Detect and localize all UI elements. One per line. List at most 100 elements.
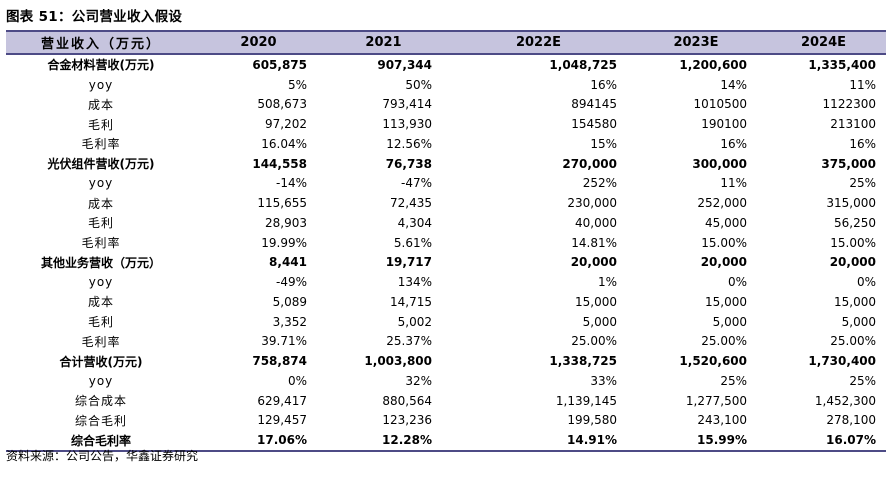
table-cell: 230,000 (567, 196, 617, 211)
row-label: 毛利 (87, 216, 114, 231)
table-row: yoy -14% -47% 252% 11% 25% (6, 174, 886, 194)
table-cell: 16% (720, 136, 747, 151)
row-label: yoy (88, 373, 114, 388)
table-cell: 123,236 (382, 413, 432, 428)
table-cell: 1,520,600 (679, 354, 747, 369)
table-cell: 793,414 (382, 97, 432, 112)
table-row: 毛利率 16.04% 12.56% 15% 16% 16% (6, 134, 886, 154)
table-cell: 5,000 (582, 314, 617, 329)
table-cell: 19.99% (261, 235, 307, 250)
table-row: 毛利 3,352 5,002 5,000 5,000 5,000 (6, 312, 886, 332)
table-row: 综合成本 629,417 880,564 1,139,145 1,277,500 1,45… (6, 391, 886, 411)
table-cell: 39.71% (261, 334, 307, 349)
table-cell: 1,335,400 (808, 57, 876, 72)
table-cell: 40,000 (575, 215, 617, 230)
table-cell: 1,139,145 (555, 393, 617, 408)
table-body: 合金材料营收(万元) 605,875 907,344 1,048,725 1,200,6… (6, 55, 886, 452)
row-label: 毛利 (87, 117, 114, 132)
table-cell: 0% (727, 275, 747, 290)
table-cell: 1,048,725 (549, 57, 617, 72)
table-cell: 252,000 (697, 196, 747, 211)
row-label: 成本 (87, 196, 114, 211)
table-cell: 45,000 (705, 215, 747, 230)
table-cell: 190100 (701, 117, 747, 132)
table-cell: 1,003,800 (364, 354, 432, 369)
table-cell: 25.00% (701, 334, 747, 349)
table-cell: 16.07% (826, 433, 876, 448)
table-cell: 14.81% (571, 235, 617, 250)
table-cell: 315,000 (826, 196, 876, 211)
table-cell: 199,580 (567, 413, 617, 428)
table-cell: 5,089 (272, 294, 307, 309)
table-row: 合计营收(万元) 758,874 1,003,800 1,338,725 1,520,6… (6, 351, 886, 371)
header-year-2024e: 2024E (800, 35, 847, 50)
table-row: 毛利率 19.99% 5.61% 14.81% 15.00% 15.00% (6, 233, 886, 253)
table-cell: 50% (405, 77, 432, 92)
table-row: yoy -49% 134% 1% 0% 0% (6, 272, 886, 292)
table-cell: 0% (287, 373, 307, 388)
table-cell: 243,100 (697, 413, 747, 428)
table-cell: 5,002 (397, 314, 432, 329)
table-cell: -14% (275, 176, 307, 191)
row-label: yoy (88, 77, 114, 92)
table-cell: 15.00% (701, 235, 747, 250)
table-cell: 19,717 (385, 255, 432, 270)
table-cell: 12.28% (382, 433, 432, 448)
table-cell: 113,930 (382, 117, 432, 132)
table-cell: 25.00% (830, 334, 876, 349)
row-label: 毛利率 (81, 137, 121, 152)
table-row: 合金材料营收(万元) 605,875 907,344 1,048,725 1,200,6… (6, 55, 886, 75)
table-cell: 20,000 (829, 255, 876, 270)
table-cell: 629,417 (257, 393, 307, 408)
row-label: 成本 (87, 295, 114, 310)
table-cell: 0% (856, 275, 876, 290)
header-year-2020: 2020 (240, 35, 277, 50)
table-cell: 508,673 (257, 97, 307, 112)
table-cell: 8,441 (269, 255, 307, 270)
table-cell: 1,200,600 (679, 57, 747, 72)
table-cell: 33% (590, 373, 617, 388)
table-cell: 72,435 (390, 196, 432, 211)
row-label: yoy (88, 176, 114, 191)
table-cell: 1122300 (822, 97, 876, 112)
header-year-2021: 2021 (365, 35, 402, 50)
table-cell: 25.37% (386, 334, 432, 349)
table-cell: 14% (720, 77, 747, 92)
table-cell: 115,655 (257, 196, 307, 211)
table-row: 毛利 97,202 113,930 154580 190100 213100 (6, 114, 886, 134)
row-label: 毛利率 (81, 334, 121, 349)
table-cell: 5,000 (712, 314, 747, 329)
table-cell: 56,250 (834, 215, 876, 230)
table-cell: 20,000 (570, 255, 617, 270)
table-cell: 32% (405, 373, 432, 388)
table-header: 营业收入（万元） 2020 2021 2022E 2023E 2024E (6, 30, 886, 55)
table-row: yoy 0% 32% 33% 25% 25% (6, 371, 886, 391)
table-row: 成本 5,089 14,715 15,000 15,000 15,000 (6, 292, 886, 312)
row-label: 成本 (87, 97, 114, 112)
row-label: 综合成本 (74, 394, 127, 409)
table-cell: -49% (275, 275, 307, 290)
table-cell: 15.99% (697, 433, 747, 448)
revenue-table: 营业收入（万元） 2020 2021 2022E 2023E 2024E 合金材… (6, 30, 886, 452)
row-label: 其他业务营收（万元） (40, 255, 161, 270)
table-cell: 16% (590, 77, 617, 92)
table-cell: 15% (590, 136, 617, 151)
table-cell: 11% (720, 176, 747, 191)
row-label: 毛利 (87, 315, 114, 330)
table-cell: 213100 (830, 117, 876, 132)
table-cell: 25% (849, 373, 876, 388)
row-label: 合金材料营收(万元) (47, 58, 155, 73)
table-cell: 907,344 (377, 57, 432, 72)
table-cell: 134% (397, 275, 432, 290)
header-label: 营业收入（万元） (40, 37, 161, 52)
table-cell: 15.00% (830, 235, 876, 250)
table-cell: 605,875 (252, 57, 307, 72)
row-label: 光伏组件营收(万元) (47, 157, 155, 172)
table-cell: 758,874 (252, 354, 307, 369)
table-cell: 15,000 (705, 294, 747, 309)
table-row: 成本 508,673 793,414 894145 1010500 1122300 (6, 95, 886, 115)
table-cell: 1010500 (693, 97, 747, 112)
table-row: yoy 5% 50% 16% 14% 11% (6, 75, 886, 95)
table-cell: 12.56% (386, 136, 432, 151)
table-row: 其他业务营收（万元） 8,441 19,717 20,000 20,000 20,000 (6, 253, 886, 273)
